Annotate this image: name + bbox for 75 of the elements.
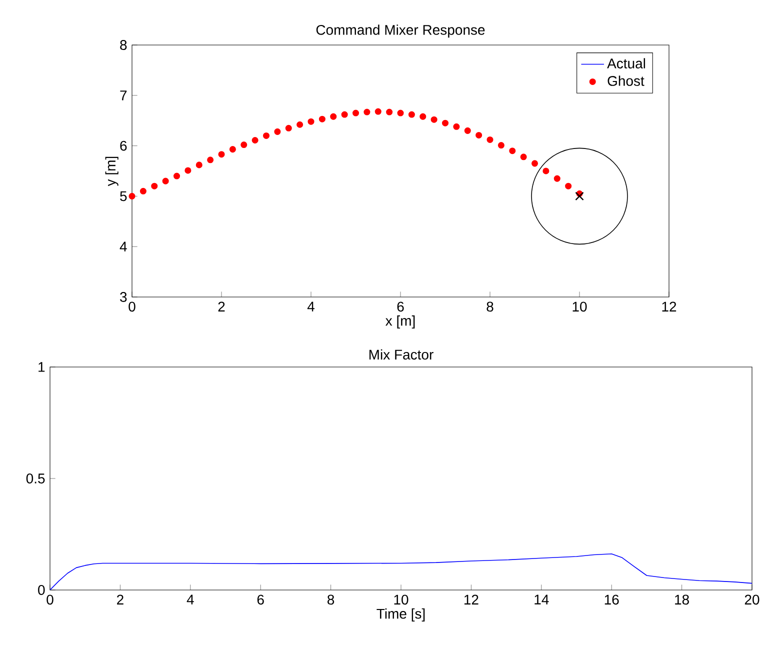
point (554, 175, 560, 182)
y-tick-label: 7 (120, 90, 127, 100)
point (408, 111, 415, 118)
point (531, 148, 628, 245)
y-tick-label: 4 (120, 242, 127, 252)
point (453, 123, 460, 130)
point (542, 168, 550, 174)
point (218, 151, 225, 158)
point (420, 113, 426, 120)
point (285, 124, 292, 132)
x-tick-label: 12 (464, 594, 478, 604)
x-tick-label: 16 (604, 594, 619, 605)
point (364, 108, 370, 116)
point (430, 116, 438, 123)
x-tick-label: 0 (128, 302, 136, 312)
y-tick-label: 0.5 (26, 474, 45, 484)
point (296, 121, 304, 128)
y-tick-label: 6 (120, 140, 127, 151)
point (330, 113, 337, 120)
point (308, 118, 314, 125)
x-tick-label: 6 (397, 302, 404, 312)
x-tick-label: 4 (186, 594, 194, 604)
legend-label: Ghost (608, 76, 644, 86)
y-tick-label: 1 (38, 362, 45, 372)
point (252, 136, 258, 144)
point (274, 128, 281, 135)
y-tick-label: 0 (38, 585, 45, 595)
x-tick-label: 0 (46, 594, 54, 605)
point (386, 108, 393, 116)
x-tick-label: 10 (572, 302, 587, 312)
x-tick-label: 8 (328, 594, 334, 605)
point (464, 127, 471, 134)
x-axis-title: Time [s] (376, 608, 425, 622)
x-tick-label: 4 (307, 302, 314, 312)
y-axis-title: y [m] (105, 156, 118, 186)
x-tick-label: 20 (744, 594, 760, 605)
point (207, 156, 214, 164)
chart-title: Mix Factor (369, 349, 434, 360)
point (229, 146, 236, 153)
point (374, 108, 382, 115)
point (128, 192, 136, 200)
x-tick-label: 12 (662, 302, 676, 312)
legend-label: Actual (607, 58, 646, 68)
point (531, 160, 538, 167)
point (184, 167, 192, 174)
point (173, 172, 180, 180)
point (162, 178, 169, 184)
x-tick-label: 8 (486, 302, 494, 312)
x-tick-label: 10 (394, 594, 408, 605)
y-tick-label: 3 (120, 292, 127, 302)
y-tick-label: 8 (120, 40, 127, 50)
point (476, 132, 482, 138)
x-tick-label: 14 (534, 594, 549, 604)
x-axis-title: x [m] (386, 315, 415, 328)
point (341, 111, 348, 118)
point (397, 110, 404, 116)
point (262, 132, 270, 139)
x-tick-label: 6 (257, 594, 264, 605)
point (140, 188, 146, 194)
point (520, 154, 527, 160)
point (352, 110, 360, 116)
point (151, 182, 158, 190)
x-tick-label: 18 (675, 594, 689, 605)
point (442, 120, 449, 126)
point (318, 116, 326, 122)
chart-title: Command Mixer Response (316, 24, 485, 38)
point (498, 142, 504, 149)
x-tick-label: 2 (218, 302, 225, 312)
point (509, 148, 516, 154)
point (196, 162, 202, 168)
x-tick-label: 2 (117, 594, 124, 604)
point (486, 136, 494, 144)
point (240, 142, 248, 148)
point (565, 182, 572, 190)
y-tick-label: 5 (120, 191, 127, 202)
